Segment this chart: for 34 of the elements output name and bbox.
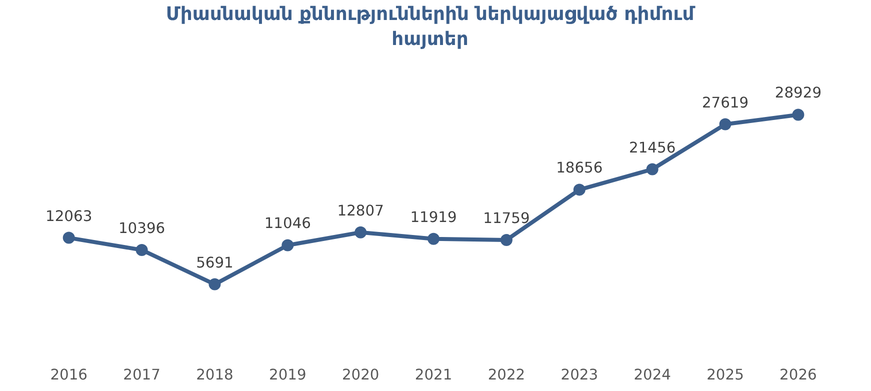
data-label: 28929 (774, 84, 822, 102)
data-label: 27619 (702, 94, 749, 112)
point (282, 239, 294, 252)
data-label: 11046 (264, 215, 311, 232)
data-label: 11759 (483, 210, 530, 228)
x-tick-label: 2016 (50, 366, 88, 384)
point (500, 234, 512, 246)
point (208, 278, 221, 290)
x-tick-label: 2023 (560, 366, 598, 384)
x-tick-label: 2024 (634, 366, 671, 384)
x-tick-label: 2022 (488, 366, 526, 384)
x-tick-label: 2018 (196, 366, 234, 384)
data-label: 21456 (629, 139, 676, 156)
point (62, 232, 75, 244)
x-tick-label: 2019 (269, 366, 306, 384)
point (136, 244, 148, 256)
data-label: 12807 (337, 202, 384, 220)
x-tick-label: 2017 (123, 366, 160, 384)
data-label: 5691 (196, 254, 234, 272)
data-label: 10396 (118, 220, 166, 237)
point (646, 163, 658, 176)
data-label: 12063 (46, 208, 92, 225)
data-label: 18656 (556, 160, 603, 177)
point (792, 108, 804, 121)
chart-title: Միասնական քննություններին ներկայացված դիմում հայտեր (164, 3, 696, 52)
data-label: 11919 (410, 208, 457, 226)
point (428, 232, 440, 245)
point (354, 226, 367, 238)
x-tick-label: 2020 (342, 366, 380, 384)
point (573, 184, 586, 196)
point (719, 118, 732, 130)
x-tick-label: 2026 (780, 366, 817, 384)
x-tick-label: 2021 (414, 366, 452, 384)
x-tick-label: 2025 (706, 366, 744, 384)
